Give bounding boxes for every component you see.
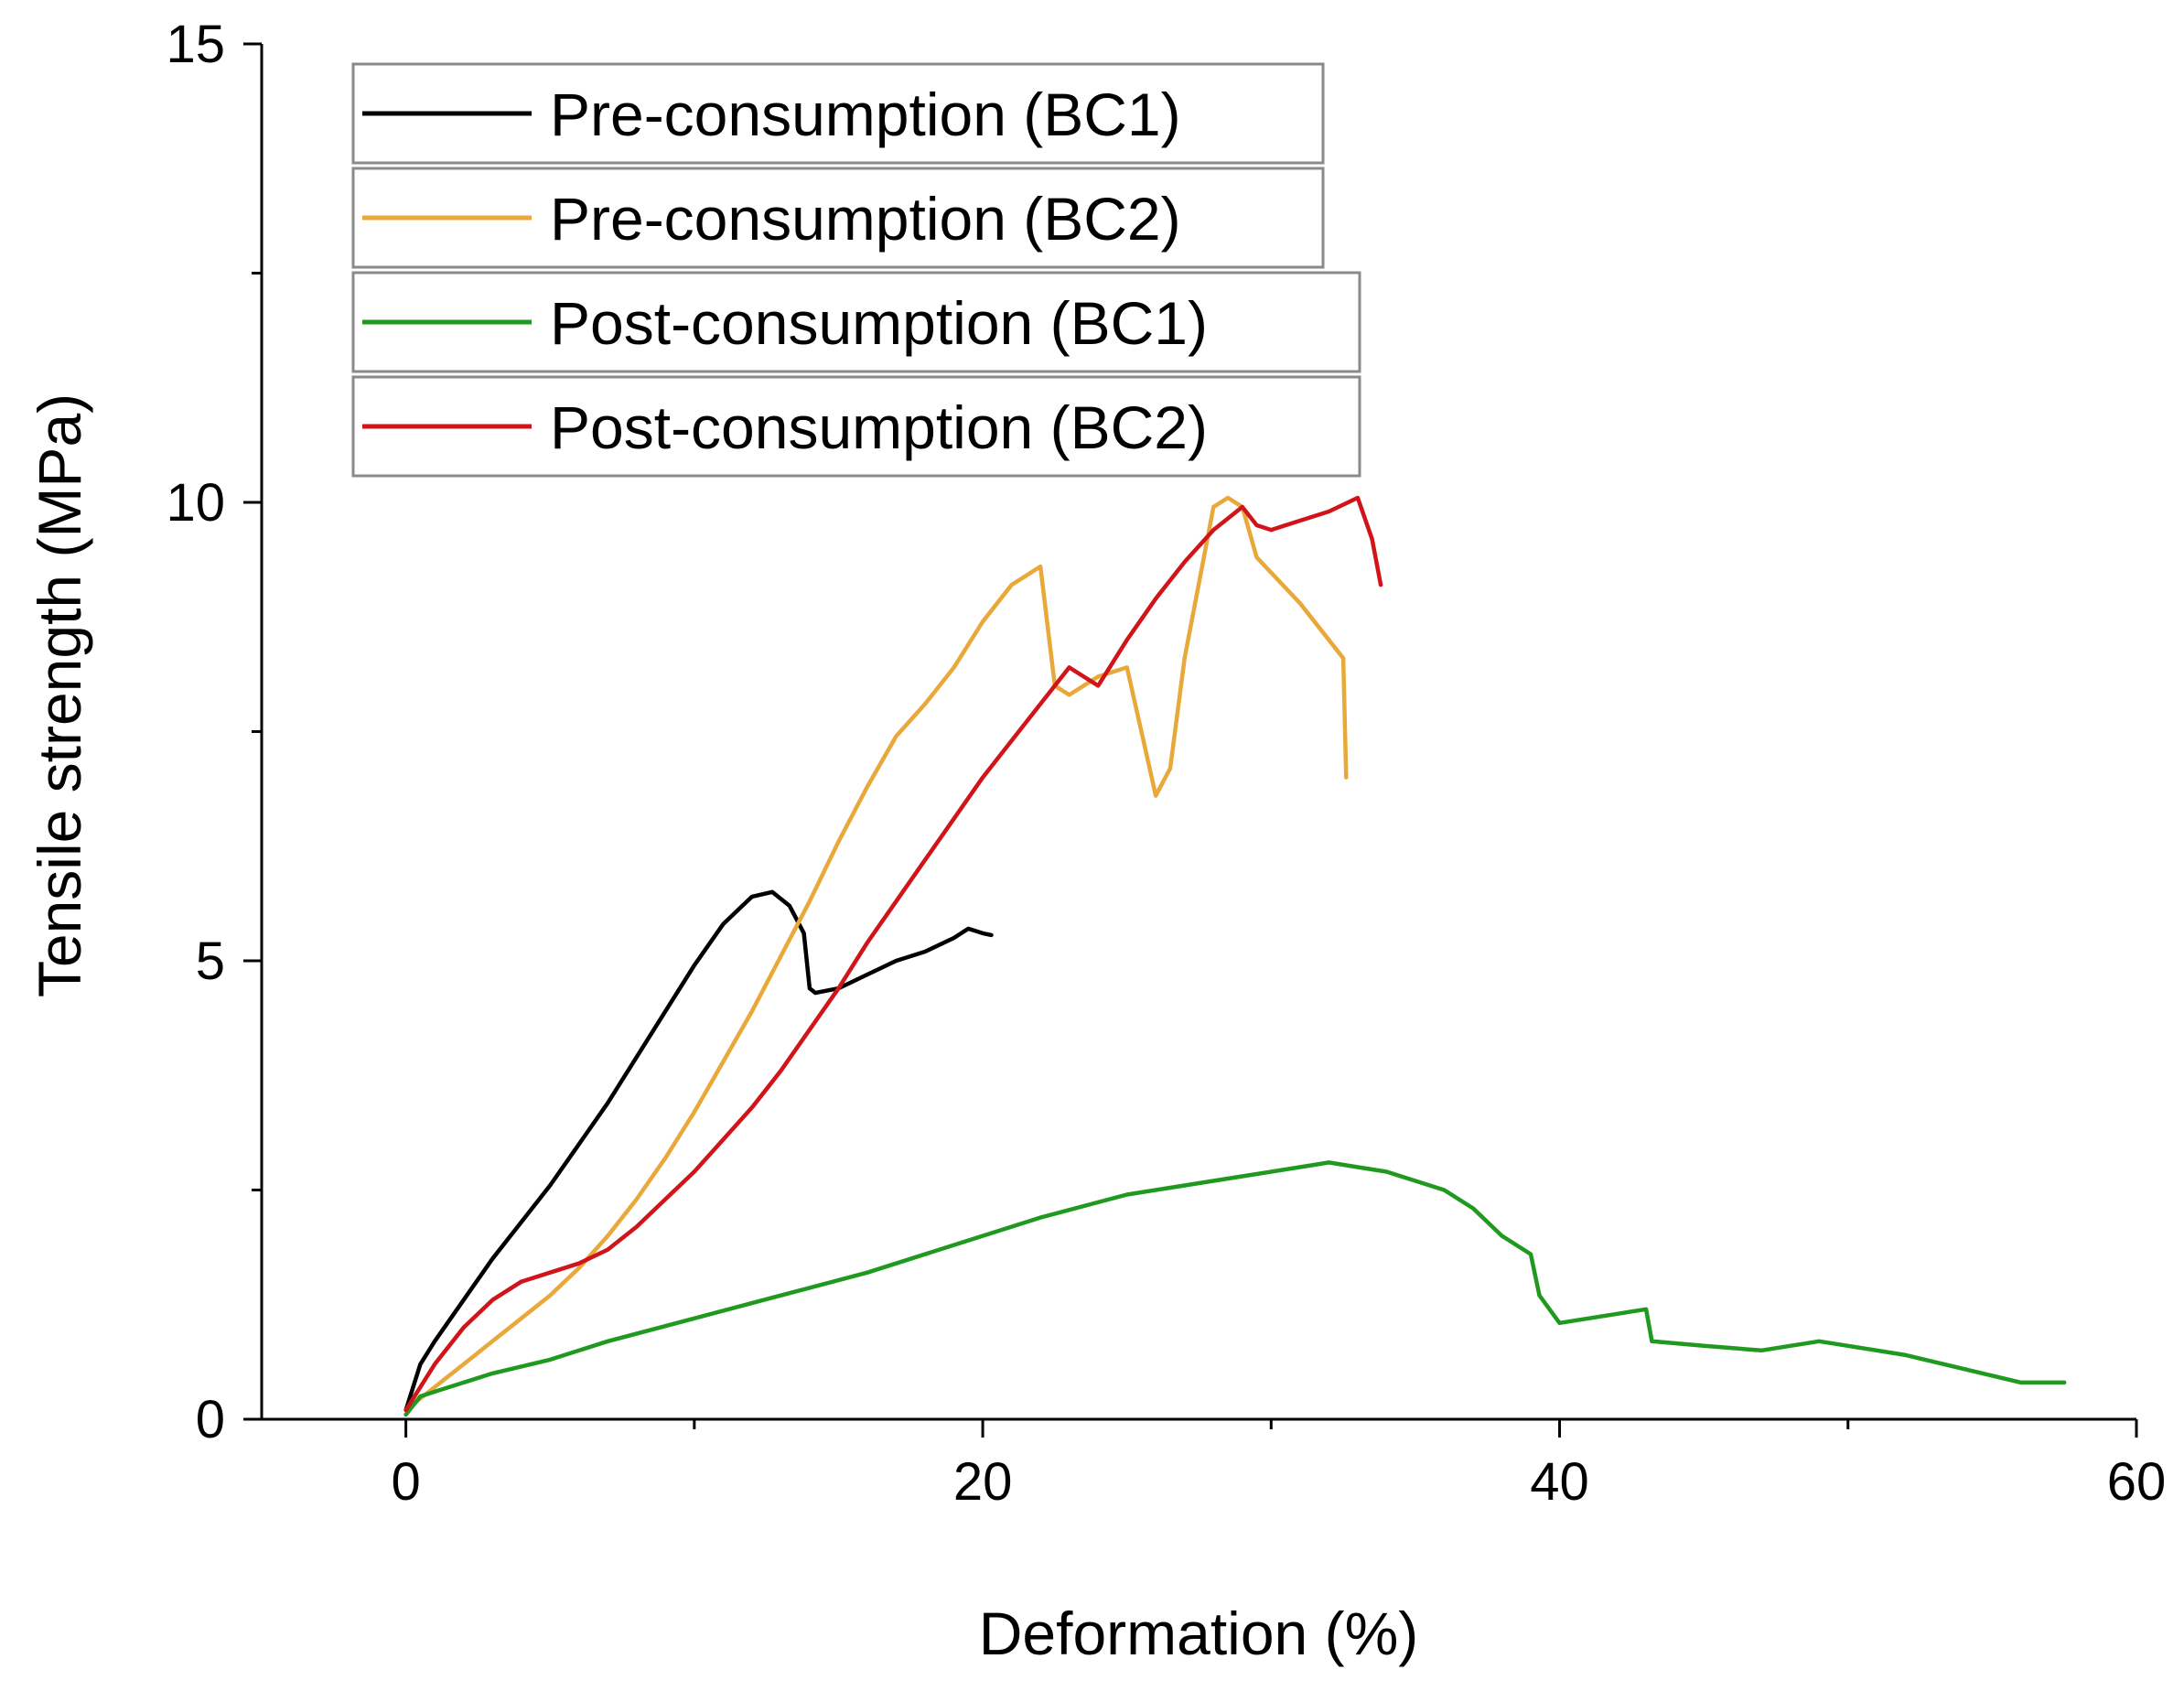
plot-lines	[403, 495, 2067, 1417]
y-ticks: 0 5 10 15	[166, 15, 262, 1449]
x-tick-label: 20	[953, 1452, 1013, 1512]
x-tick-label: 40	[1530, 1452, 1589, 1512]
y-tick-label: 10	[166, 473, 225, 533]
legend-label: Pre-consumption (BC2)	[550, 185, 1181, 253]
x-axis-label: Deformation (%)	[979, 1599, 1418, 1667]
y-axis-label: Tensile strength (MPa)	[26, 393, 93, 997]
legend-label: Post-consumption (BC1)	[550, 289, 1208, 357]
x-tick-label: 60	[2107, 1452, 2167, 1512]
x-tick-label: 0	[391, 1452, 420, 1512]
legend-entry-post-consumption-bc2: Post-consumption (BC2)	[351, 375, 1361, 478]
series-line-pre-consumption-bc1	[403, 889, 994, 1413]
legend-entry-pre-consumption-bc2: Pre-consumption (BC2)	[351, 167, 1325, 269]
x-ticks: 0 20 40 60	[391, 1419, 2166, 1512]
legend-entry-post-consumption-bc1: Post-consumption (BC1)	[351, 271, 1361, 373]
legend-label: Post-consumption (BC2)	[550, 393, 1208, 461]
y-tick-label: 5	[196, 932, 225, 991]
legend: Pre-consumption (BC1) Pre-consumption (BC…	[351, 62, 1361, 478]
series-line-post-consumption-bc1	[403, 1160, 2067, 1417]
legend-entry-pre-consumption-bc1: Pre-consumption (BC1)	[351, 62, 1325, 165]
y-tick-label: 0	[196, 1390, 225, 1449]
legend-label: Pre-consumption (BC1)	[550, 81, 1181, 148]
series-line-post-consumption-bc2	[403, 495, 1383, 1413]
y-tick-label: 15	[166, 15, 225, 74]
